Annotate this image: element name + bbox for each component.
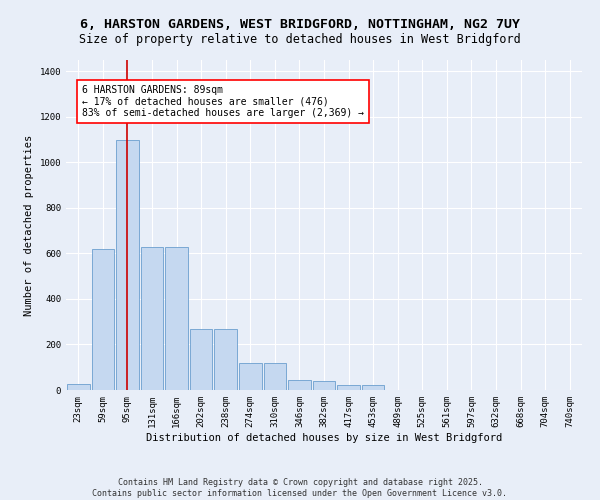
Bar [362,386,385,390]
X-axis label: Distribution of detached houses by size in West Bridgford: Distribution of detached houses by size … [146,432,502,442]
Bar [140,246,163,390]
Y-axis label: Number of detached properties: Number of detached properties [24,134,34,316]
Text: Size of property relative to detached houses in West Bridgford: Size of property relative to detached ho… [79,32,521,46]
Bar [288,380,311,390]
Bar [214,328,237,390]
Text: 6, HARSTON GARDENS, WEST BRIDGFORD, NOTTINGHAM, NG2 7UY: 6, HARSTON GARDENS, WEST BRIDGFORD, NOTT… [80,18,520,30]
Bar [165,246,188,390]
Bar [263,362,286,390]
Bar [190,328,212,390]
Text: 6 HARSTON GARDENS: 89sqm
← 17% of detached houses are smaller (476)
83% of semi-: 6 HARSTON GARDENS: 89sqm ← 17% of detach… [82,85,364,118]
Bar [67,384,89,390]
Bar [239,362,262,390]
Bar [313,381,335,390]
Text: Contains HM Land Registry data © Crown copyright and database right 2025.
Contai: Contains HM Land Registry data © Crown c… [92,478,508,498]
Bar [92,249,114,390]
Bar [337,386,360,390]
Bar [116,140,139,390]
